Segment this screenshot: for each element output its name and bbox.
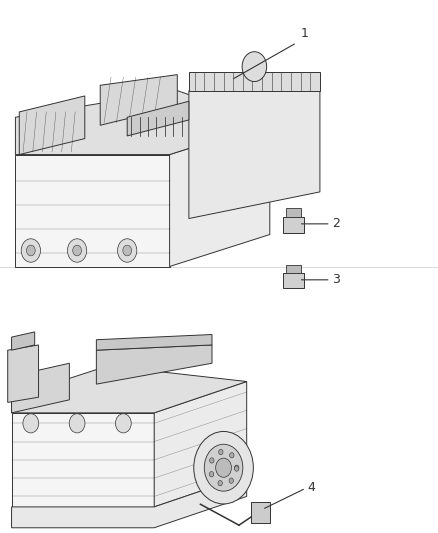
Text: 1: 1	[300, 27, 308, 40]
Polygon shape	[15, 91, 270, 155]
Polygon shape	[15, 155, 170, 266]
Polygon shape	[96, 345, 212, 384]
Polygon shape	[127, 101, 189, 136]
Circle shape	[67, 239, 87, 262]
Polygon shape	[11, 413, 154, 507]
Polygon shape	[189, 91, 320, 219]
Circle shape	[69, 414, 85, 433]
Circle shape	[210, 458, 214, 463]
Circle shape	[21, 239, 40, 262]
Text: 4: 4	[307, 481, 315, 494]
Polygon shape	[96, 335, 212, 350]
Circle shape	[73, 245, 81, 256]
Polygon shape	[170, 123, 270, 266]
Circle shape	[219, 449, 223, 455]
Circle shape	[116, 414, 131, 433]
Circle shape	[230, 453, 234, 458]
Circle shape	[194, 432, 253, 504]
Bar	[283, 273, 304, 288]
Circle shape	[229, 478, 233, 483]
Circle shape	[234, 466, 239, 471]
Text: 3: 3	[332, 273, 340, 286]
Circle shape	[123, 245, 131, 256]
Circle shape	[117, 239, 137, 262]
Circle shape	[209, 472, 214, 477]
Circle shape	[23, 414, 39, 433]
Polygon shape	[11, 364, 69, 413]
Polygon shape	[100, 75, 177, 125]
Polygon shape	[154, 382, 247, 507]
Bar	[286, 265, 301, 273]
Bar	[283, 217, 304, 233]
Bar	[286, 208, 301, 217]
Circle shape	[242, 52, 267, 82]
Polygon shape	[11, 332, 35, 350]
Polygon shape	[8, 345, 39, 402]
Polygon shape	[11, 366, 247, 413]
Polygon shape	[19, 96, 85, 155]
Circle shape	[204, 445, 243, 491]
Polygon shape	[11, 475, 247, 528]
Circle shape	[26, 245, 35, 256]
Circle shape	[218, 480, 223, 486]
Circle shape	[215, 458, 231, 478]
Polygon shape	[189, 72, 320, 91]
Text: 2: 2	[332, 217, 340, 230]
Polygon shape	[251, 502, 270, 522]
Circle shape	[234, 465, 239, 470]
